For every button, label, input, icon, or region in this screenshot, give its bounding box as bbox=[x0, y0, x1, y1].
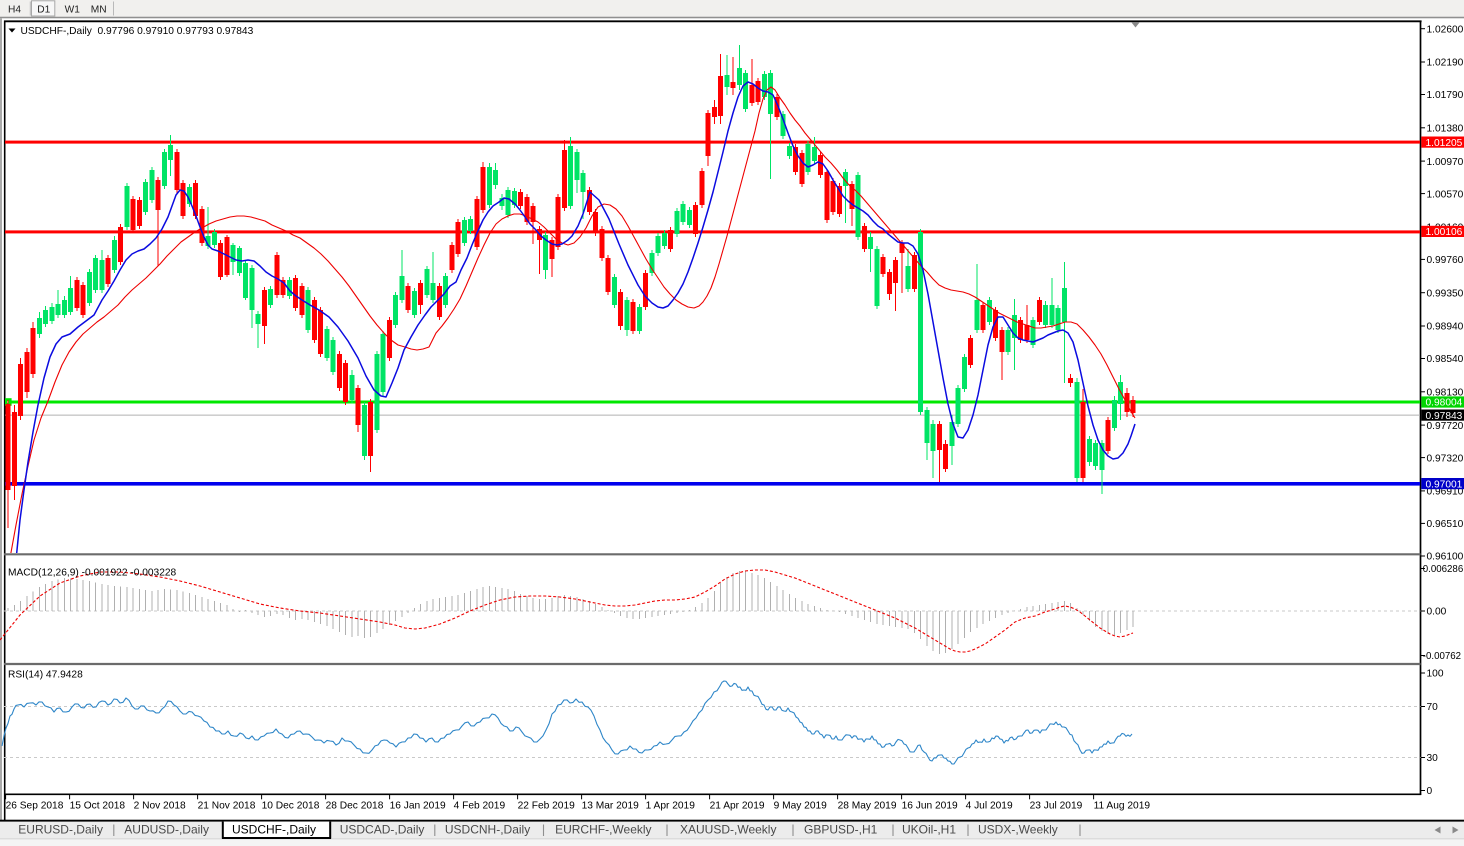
svg-text:21 Apr 2019: 21 Apr 2019 bbox=[710, 801, 765, 812]
svg-text:0.96100: 0.96100 bbox=[1427, 552, 1464, 563]
svg-text:16 Jun 2019: 16 Jun 2019 bbox=[902, 801, 958, 812]
svg-text:1.01380: 1.01380 bbox=[1427, 124, 1464, 135]
svg-text:9 May 2019: 9 May 2019 bbox=[774, 801, 828, 812]
svg-text:0.96510: 0.96510 bbox=[1427, 519, 1464, 530]
svg-text:1.00106: 1.00106 bbox=[1426, 227, 1463, 238]
svg-text:0.98940: 0.98940 bbox=[1427, 322, 1464, 333]
svg-text:0.97720: 0.97720 bbox=[1427, 421, 1464, 432]
svg-text:70: 70 bbox=[1427, 702, 1439, 713]
svg-text:1.00970: 1.00970 bbox=[1427, 157, 1464, 168]
svg-text:MN: MN bbox=[91, 5, 107, 16]
svg-text:23 Jul 2019: 23 Jul 2019 bbox=[1030, 801, 1083, 812]
svg-text:4 Feb 2019: 4 Feb 2019 bbox=[454, 801, 506, 812]
svg-text:0.99350: 0.99350 bbox=[1427, 288, 1464, 299]
svg-text:0.98004: 0.98004 bbox=[1426, 398, 1463, 409]
svg-text:RSI(14) 47.9428: RSI(14) 47.9428 bbox=[8, 670, 83, 681]
svg-text:1.01790: 1.01790 bbox=[1427, 90, 1464, 101]
svg-text:0.006286: 0.006286 bbox=[1423, 564, 1463, 575]
svg-text:USDX-,Weekly: USDX-,Weekly bbox=[978, 823, 1058, 837]
svg-text:30: 30 bbox=[1427, 753, 1439, 764]
svg-text:28 Dec 2018: 28 Dec 2018 bbox=[326, 801, 384, 812]
svg-text:26 Sep 2018: 26 Sep 2018 bbox=[6, 801, 64, 812]
svg-text:4 Jul 2019: 4 Jul 2019 bbox=[966, 801, 1013, 812]
svg-text:XAUUSD-,Weekly: XAUUSD-,Weekly bbox=[680, 823, 776, 837]
svg-text:0.96910: 0.96910 bbox=[1427, 487, 1464, 498]
svg-text:13 Mar 2019: 13 Mar 2019 bbox=[582, 801, 640, 812]
svg-text:1.00570: 1.00570 bbox=[1427, 189, 1464, 200]
svg-text:UKOil-,H1: UKOil-,H1 bbox=[902, 823, 956, 837]
svg-text:USDCNH-,Daily: USDCNH-,Daily bbox=[445, 823, 530, 837]
svg-text:0.98540: 0.98540 bbox=[1427, 354, 1464, 365]
svg-text:D1: D1 bbox=[37, 5, 50, 16]
svg-text:22 Feb 2019: 22 Feb 2019 bbox=[518, 801, 576, 812]
svg-text:H4: H4 bbox=[8, 5, 21, 16]
svg-text:0.98130: 0.98130 bbox=[1427, 388, 1464, 399]
svg-text:1 Apr 2019: 1 Apr 2019 bbox=[646, 801, 696, 812]
svg-text:2 Nov 2018: 2 Nov 2018 bbox=[134, 801, 186, 812]
svg-text:0.00: 0.00 bbox=[1427, 607, 1447, 618]
svg-text:0.97320: 0.97320 bbox=[1427, 453, 1464, 464]
svg-text:100: 100 bbox=[1427, 669, 1444, 680]
svg-text:1.02190: 1.02190 bbox=[1427, 58, 1464, 69]
svg-text:10 Dec 2018: 10 Dec 2018 bbox=[262, 801, 320, 812]
svg-text:EURCHF-,Weekly: EURCHF-,Weekly bbox=[555, 823, 651, 837]
svg-text:-0.00762: -0.00762 bbox=[1423, 651, 1461, 662]
svg-text:11 Aug 2019: 11 Aug 2019 bbox=[1094, 801, 1151, 812]
svg-text:28 May 2019: 28 May 2019 bbox=[838, 801, 897, 812]
svg-text:0.97843: 0.97843 bbox=[1426, 411, 1463, 422]
svg-text:GBPUSD-,H1: GBPUSD-,H1 bbox=[804, 823, 878, 837]
svg-text:W1: W1 bbox=[65, 5, 81, 16]
svg-text:0: 0 bbox=[1427, 786, 1433, 797]
svg-text:USDCHF-,Daily 0.97796 0.97910: USDCHF-,Daily 0.97796 0.97910 0.97793 0.… bbox=[21, 26, 254, 37]
svg-text:EURUSD-,Daily: EURUSD-,Daily bbox=[18, 823, 103, 837]
svg-text:0.97001: 0.97001 bbox=[1426, 479, 1463, 490]
svg-text:0.99760: 0.99760 bbox=[1427, 255, 1464, 266]
svg-text:USDCAD-,Daily: USDCAD-,Daily bbox=[340, 823, 425, 837]
svg-text:1.02600: 1.02600 bbox=[1427, 24, 1464, 35]
svg-text:15 Oct 2018: 15 Oct 2018 bbox=[70, 801, 126, 812]
svg-text:1.01205: 1.01205 bbox=[1426, 138, 1463, 149]
svg-text:MACD(12,26,9) -0.001922 -0.003: MACD(12,26,9) -0.001922 -0.003228 bbox=[8, 568, 177, 579]
svg-text:USDCHF-,Daily: USDCHF-,Daily bbox=[232, 823, 316, 837]
svg-text:16 Jan 2019: 16 Jan 2019 bbox=[390, 801, 446, 812]
svg-text:AUDUSD-,Daily: AUDUSD-,Daily bbox=[124, 823, 209, 837]
svg-text:21 Nov 2018: 21 Nov 2018 bbox=[198, 801, 256, 812]
